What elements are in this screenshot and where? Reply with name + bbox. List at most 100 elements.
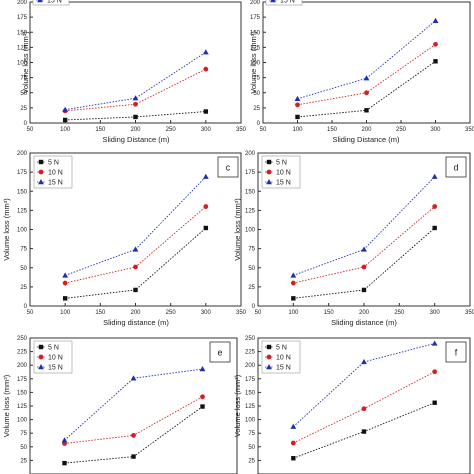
legend-label: 5 N <box>48 160 59 167</box>
series-line <box>65 227 207 299</box>
series-line <box>297 43 436 106</box>
x-tick-label: 150 <box>324 310 335 316</box>
legend-label: 15 N <box>48 180 63 187</box>
y-tick-label: 175 <box>245 170 256 176</box>
y-tick-label: 175 <box>245 377 256 383</box>
y-tick-label: 50 <box>253 91 260 97</box>
y-tick-label: 100 <box>250 61 261 67</box>
x-tick-label: 300 <box>201 310 212 316</box>
chart-panel-4: 0 25 50 75 100 125 150 175 200 50 100 150 200 250 300 3… <box>233 151 474 327</box>
data-point <box>202 49 209 55</box>
x-tick-label: 300 <box>201 127 212 133</box>
x-axis-label: Sliding Distance (m) <box>332 135 400 144</box>
x-tick-label: 150 <box>327 127 338 133</box>
legend-marker <box>266 354 272 360</box>
panel-letter: c <box>226 163 231 173</box>
data-point <box>62 272 69 278</box>
data-point <box>133 114 138 120</box>
chart-panel-3: 0 25 50 75 100 125 150 175 200 50 100 150 200 250 300 3… <box>2 151 247 327</box>
data-point <box>131 432 136 438</box>
legend-label: 15 N <box>48 365 63 372</box>
legend-marker <box>38 354 44 360</box>
y-tick-label: 125 <box>245 208 256 214</box>
series-line <box>65 51 207 111</box>
y-tick-label: 175 <box>17 377 28 383</box>
panel-letter: e <box>217 348 222 358</box>
series-line <box>65 176 207 276</box>
legend-box <box>265 0 303 6</box>
y-tick-label: 150 <box>250 30 261 36</box>
series-line <box>293 176 435 276</box>
data-point <box>432 225 437 231</box>
data-point <box>62 117 68 123</box>
x-tick-label: 300 <box>430 310 441 316</box>
y-tick-label: 150 <box>245 189 256 195</box>
panel-letter-box <box>217 156 239 178</box>
x-tick-label: 150 <box>95 310 106 316</box>
legend-box <box>32 0 70 6</box>
data-point <box>130 375 137 381</box>
x-tick-label: 200 <box>130 310 141 316</box>
data-point <box>431 173 438 179</box>
series-line <box>293 206 435 284</box>
data-point <box>290 280 296 286</box>
legend-marker <box>38 364 44 370</box>
data-point <box>132 246 139 252</box>
y-tick-label: 50 <box>20 91 27 97</box>
data-point <box>295 102 300 108</box>
x-tick-label: 50 <box>27 310 34 316</box>
y-tick-label: 100 <box>17 228 28 234</box>
data-point <box>290 423 297 429</box>
series-line <box>65 206 207 284</box>
legend-marker <box>266 179 272 185</box>
y-tick-label: 50 <box>20 266 27 272</box>
y-tick-label: 200 <box>17 363 28 369</box>
data-point <box>61 437 68 443</box>
data-point <box>132 95 139 101</box>
panel-letter-box <box>445 156 467 178</box>
panel-letter: d <box>453 163 458 173</box>
y-tick-label: 250 <box>17 336 28 342</box>
y-tick-label: 125 <box>245 404 256 410</box>
y-tick-label: 75 <box>248 247 255 253</box>
x-tick-label: 200 <box>361 127 372 133</box>
series-line <box>293 343 435 428</box>
data-point <box>131 454 136 459</box>
x-tick-label: 350 <box>465 310 474 316</box>
x-tick-label: 100 <box>288 310 299 316</box>
plot-frame <box>262 1 471 124</box>
legend-marker <box>38 344 44 350</box>
legend-label: 15 N <box>276 365 291 372</box>
legend-label: 10 N <box>48 355 63 362</box>
legend-marker <box>38 159 44 165</box>
legend-label: 15 N <box>276 180 291 187</box>
y-tick-label: 75 <box>20 247 27 253</box>
data-point <box>361 264 367 270</box>
y-tick-label: 50 <box>20 445 27 451</box>
y-tick-label: 0 <box>257 121 261 127</box>
data-point <box>133 264 138 270</box>
legend-marker <box>38 179 44 185</box>
y-tick-label: 25 <box>20 285 27 291</box>
chart-panel-5: 25 50 75 100 125 150 175 200 225 250 Volume loss (… <box>2 336 238 474</box>
x-tick-label: 50 <box>255 310 262 316</box>
data-point <box>62 280 68 286</box>
data-point <box>203 225 209 231</box>
data-point <box>361 246 367 252</box>
y-tick-label: 100 <box>17 418 28 424</box>
y-tick-label: 75 <box>248 431 255 437</box>
y-tick-label: 150 <box>245 390 256 396</box>
data-point <box>203 204 209 209</box>
y-tick-label: 175 <box>250 15 261 21</box>
data-point <box>62 106 69 112</box>
legend-marker <box>266 169 272 175</box>
x-tick-label: 250 <box>396 127 407 133</box>
chart-panel-2: 0 25 50 75 100 125 150 175 200 50 100 150 200 250 300 3… <box>249 0 474 144</box>
data-point <box>291 296 296 301</box>
x-tick-label: 100 <box>60 127 71 133</box>
y-tick-label: 175 <box>17 170 28 176</box>
y-tick-label: 25 <box>248 458 255 464</box>
data-point <box>294 95 301 101</box>
series-line <box>297 20 436 100</box>
